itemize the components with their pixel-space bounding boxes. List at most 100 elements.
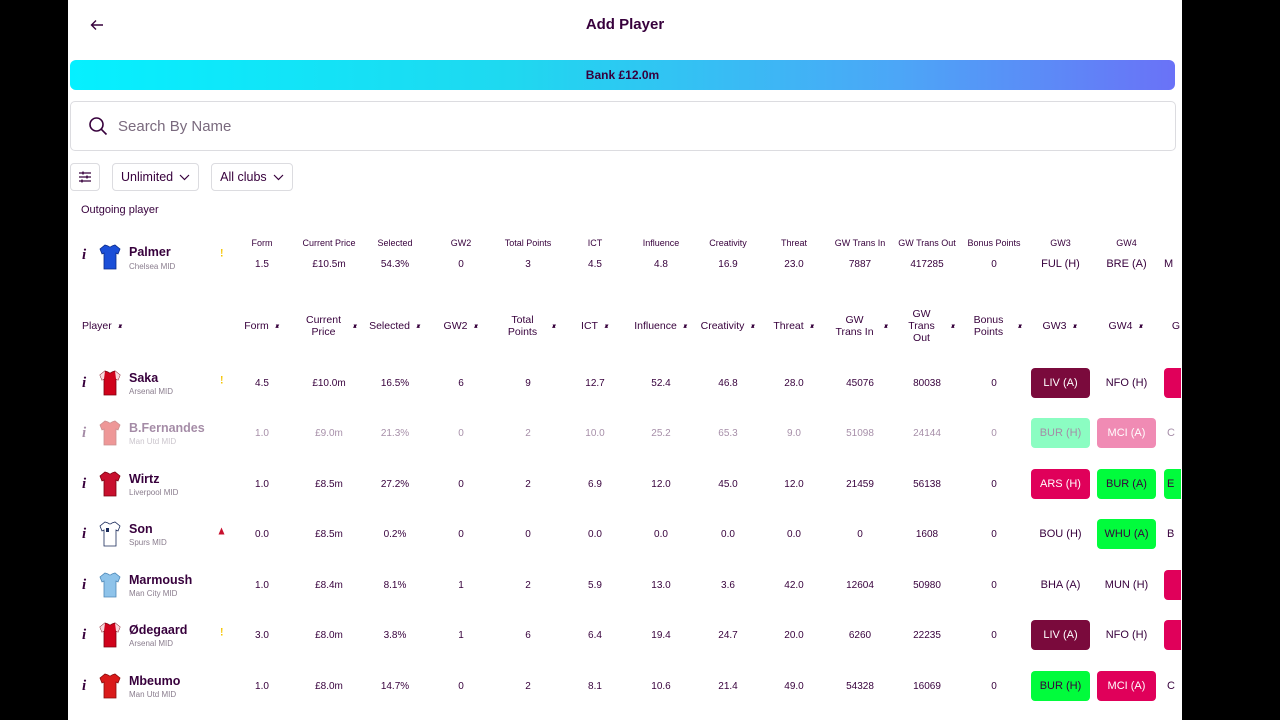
column-header-threat[interactable]: Threat ▴▾ bbox=[763, 314, 825, 338]
column-header-ict[interactable]: ICT ▴▾ bbox=[564, 314, 626, 338]
info-icon[interactable]: i bbox=[82, 678, 87, 694]
stat-cell: £10.0m bbox=[312, 378, 346, 389]
fixture-badge[interactable]: MCI (A) bbox=[1097, 671, 1156, 701]
player-name: Wirtz bbox=[129, 472, 160, 486]
column-header-gw5[interactable]: G bbox=[1145, 314, 1182, 338]
fixture-badge[interactable]: NFO (H) bbox=[1097, 368, 1156, 398]
fixture-badge[interactable]: BOU (H) bbox=[1031, 519, 1090, 549]
table-row[interactable]: i Wirtz Liverpool MID 1.0 £8.5m 27.2% 0 2 6.9 12.… bbox=[68, 464, 1182, 504]
fixture-badge[interactable]: FUL (H) bbox=[1041, 258, 1080, 270]
stat-cell: 25.2 bbox=[651, 428, 671, 439]
sort-icon[interactable]: ▴▾ bbox=[118, 322, 122, 330]
table-row[interactable]: i Marmoush Man City MID 1.0 £8.4m 8.1% 1 2 5.9 13… bbox=[68, 565, 1182, 605]
info-icon[interactable]: i bbox=[82, 247, 87, 263]
table-row[interactable]: i B.Fernandes Man Utd MID 1.0 £9.0m 21.3% 0 2 10… bbox=[68, 413, 1182, 453]
fixture-badge[interactable]: BUR (H) bbox=[1031, 418, 1090, 448]
table-row[interactable]: i Saka Arsenal MID 4.5 £10.0m 16.5% 6 9 12.7 52.4… bbox=[68, 363, 1182, 403]
column-header-gw3[interactable]: GW3 ▴▾ bbox=[1029, 314, 1091, 338]
stat-cell: 0 bbox=[991, 529, 997, 540]
stat-cell: £9.0m bbox=[315, 428, 343, 439]
fixture-badge[interactable] bbox=[1164, 620, 1181, 650]
column-header-selected[interactable]: Selected ▴▾ bbox=[364, 314, 426, 338]
sort-icon[interactable]: ▴▾ bbox=[352, 322, 357, 330]
search-input[interactable] bbox=[118, 117, 1018, 135]
sort-icon[interactable]: ▴▾ bbox=[1072, 322, 1077, 330]
stat-cell: 45076 bbox=[846, 378, 874, 389]
column-header-label: Creativity bbox=[700, 320, 745, 332]
fixture-badge[interactable]: MUN (H) bbox=[1097, 570, 1156, 600]
sort-icon[interactable]: ▴▾ bbox=[604, 322, 608, 330]
column-header-trans-in[interactable]: GW Trans In ▴▾ bbox=[829, 314, 891, 338]
column-header-bonus[interactable]: Bonus Points ▴▾ bbox=[963, 314, 1025, 338]
sort-icon[interactable]: ▴▾ bbox=[551, 322, 556, 330]
sort-icon[interactable]: ▴▾ bbox=[750, 322, 755, 330]
fixture-badge[interactable] bbox=[1164, 368, 1181, 398]
fixture-badge[interactable]: BHA (A) bbox=[1031, 570, 1090, 600]
column-header-gw4[interactable]: GW4 ▴▾ bbox=[1095, 314, 1157, 338]
fixture-badge[interactable]: BUR (H) bbox=[1031, 671, 1090, 701]
outgoing-header-12: GW3 bbox=[1050, 238, 1071, 248]
info-icon[interactable]: i bbox=[82, 375, 87, 391]
filter-settings-button[interactable] bbox=[70, 163, 100, 191]
fixture-badge[interactable]: LIV (A) bbox=[1031, 368, 1090, 398]
stat-cell: 16069 bbox=[913, 681, 941, 692]
fixture-badge[interactable]: MCI (A) bbox=[1097, 418, 1156, 448]
fixture-badge[interactable] bbox=[1164, 570, 1181, 600]
stat-cell: 45.0 bbox=[718, 479, 738, 490]
fixture-badge[interactable]: ARS (H) bbox=[1031, 469, 1090, 499]
search-icon bbox=[89, 117, 108, 136]
injury-flag-icon bbox=[218, 522, 225, 535]
stat-cell: 0 bbox=[991, 259, 997, 270]
table-row[interactable]: i Ødegaard Arsenal MID 3.0 £8.0m 3.8% 1 6 6.4 19.… bbox=[68, 615, 1182, 655]
fixture-badge[interactable]: B bbox=[1164, 519, 1181, 549]
sort-icon[interactable]: ▴▾ bbox=[473, 322, 478, 330]
price-filter-dropdown[interactable]: Unlimited bbox=[112, 163, 200, 191]
sort-icon[interactable]: ▴▾ bbox=[683, 322, 687, 330]
stat-cell: 1.0 bbox=[255, 681, 269, 692]
info-icon[interactable]: i bbox=[82, 425, 87, 441]
fixture-badge[interactable]: NFO (H) bbox=[1097, 620, 1156, 650]
table-row[interactable]: i Son Spurs MID 0.0 £8.5m 0.2% 0 0 0.0 0.0 0.0 0.0 0… bbox=[68, 514, 1182, 554]
player-name: Saka bbox=[129, 371, 159, 385]
sort-icon[interactable]: ▴▾ bbox=[275, 322, 279, 330]
sort-icon[interactable]: ▴▾ bbox=[1138, 322, 1143, 330]
fixture-badge[interactable]: C bbox=[1164, 418, 1181, 448]
stat-cell: 8.1 bbox=[588, 681, 602, 692]
column-header-trans-out[interactable]: GW Trans Out ▴▾ bbox=[896, 308, 958, 344]
info-icon[interactable]: i bbox=[82, 476, 87, 492]
stat-cell: 23.0 bbox=[784, 259, 804, 270]
column-header-creativity[interactable]: Creativity ▴▾ bbox=[697, 314, 759, 338]
fixture-badge[interactable]: M bbox=[1164, 258, 1174, 270]
info-icon[interactable]: i bbox=[82, 627, 87, 643]
column-header-form[interactable]: Form ▴▾ bbox=[231, 314, 293, 338]
sort-icon[interactable]: ▴▾ bbox=[1017, 322, 1022, 330]
stat-cell: £8.5m bbox=[315, 529, 343, 540]
sort-icon[interactable]: ▴▾ bbox=[416, 322, 420, 330]
fixture-badge[interactable]: C bbox=[1164, 671, 1181, 701]
player-club: Arsenal MID bbox=[129, 639, 174, 648]
player-club: Man Utd MID bbox=[129, 690, 177, 699]
column-header-player[interactable]: Player ▴▾ bbox=[68, 314, 123, 338]
fixture-badge[interactable]: E bbox=[1164, 469, 1181, 499]
sort-icon[interactable]: ▴▾ bbox=[950, 322, 955, 330]
column-header-price[interactable]: Current Price ▴▾ bbox=[298, 314, 360, 338]
stat-cell: 0 bbox=[458, 681, 464, 692]
back-button[interactable] bbox=[82, 10, 112, 40]
search-box[interactable] bbox=[70, 101, 1176, 151]
column-header-gw2[interactable]: GW2 ▴▾ bbox=[430, 314, 492, 338]
outgoing-player-row[interactable]: i Palmer Chelsea MID 1.5 £10.5m 54.3% 0 3 4.5 4.8… bbox=[68, 237, 1182, 277]
fixture-badge[interactable]: WHU (A) bbox=[1097, 519, 1156, 549]
fixture-badge[interactable]: LIV (A) bbox=[1031, 620, 1090, 650]
fixture-badge[interactable]: BUR (A) bbox=[1097, 469, 1156, 499]
info-icon[interactable]: i bbox=[82, 577, 87, 593]
club-filter-dropdown[interactable]: All clubs bbox=[211, 163, 293, 191]
column-header-total[interactable]: Total Points ▴▾ bbox=[497, 314, 559, 338]
stat-cell: 21459 bbox=[846, 479, 874, 490]
sort-icon[interactable]: ▴▾ bbox=[810, 322, 814, 330]
stat-cell: 4.5 bbox=[588, 259, 602, 270]
info-icon[interactable]: i bbox=[82, 526, 87, 542]
column-header-influence[interactable]: Influence ▴▾ bbox=[630, 314, 692, 338]
sort-icon[interactable]: ▴▾ bbox=[883, 322, 888, 330]
fixture-badge[interactable]: BRE (A) bbox=[1106, 258, 1147, 270]
table-row[interactable]: i Mbeumo Man Utd MID 1.0 £8.0m 14.7% 0 2 8.1 10.6… bbox=[68, 666, 1182, 706]
